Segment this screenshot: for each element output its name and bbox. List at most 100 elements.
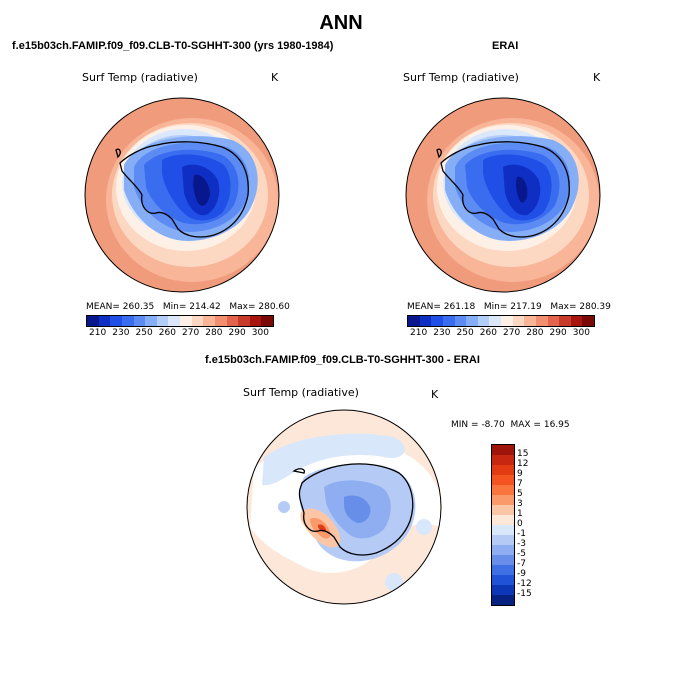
right-units-label: K xyxy=(593,71,601,84)
colorbar-tick-label: 1 xyxy=(517,508,523,519)
colorbar-tick-label: -9 xyxy=(517,568,526,579)
diff-colorbar xyxy=(491,444,515,606)
colorbar-swatch xyxy=(214,316,227,326)
colorbar-tick-label: 210 xyxy=(89,328,107,338)
diff-polar-map xyxy=(246,409,442,605)
colorbar-swatch xyxy=(492,575,514,585)
right-panel-title: ERAI xyxy=(492,40,519,52)
colorbar-tick-label: -15 xyxy=(517,588,532,599)
colorbar-tick-label: -5 xyxy=(517,548,526,559)
colorbar-swatch xyxy=(492,585,514,595)
colorbar-tick-label: 7 xyxy=(517,478,523,489)
left-mean-label: MEAN= xyxy=(86,302,120,312)
colorbar-swatch xyxy=(261,316,273,326)
left-panel-title: f.e15b03ch.FAMIP.f09_f09.CLB-T0-SGHHT-30… xyxy=(12,40,334,52)
right-polar-map xyxy=(405,97,601,293)
colorbar-swatch xyxy=(492,465,514,475)
page-title: ANN xyxy=(319,12,363,34)
colorbar-tick-label: 210 xyxy=(410,328,428,338)
colorbar-swatch xyxy=(489,316,501,326)
right-min-value: 217.19 xyxy=(510,302,542,312)
colorbar-tick-label: 230 xyxy=(433,328,451,338)
colorbar-tick-label: -12 xyxy=(517,578,532,589)
colorbar-swatch xyxy=(249,316,262,326)
colorbar-swatch xyxy=(501,316,513,326)
colorbar-swatch xyxy=(98,316,111,326)
colorbar-tick-label: 270 xyxy=(503,328,521,338)
colorbar-swatch xyxy=(524,316,536,326)
left-max-value: 280.60 xyxy=(258,302,290,312)
colorbar-tick-label: 15 xyxy=(517,448,529,459)
colorbar-tick-label: 260 xyxy=(158,328,176,338)
colorbar-swatch xyxy=(226,316,239,326)
colorbar-tick-label: 270 xyxy=(182,328,200,338)
colorbar-tick-label: -3 xyxy=(517,538,526,549)
colorbar-tick-label: 9 xyxy=(517,468,523,479)
colorbar-tick-label: 250 xyxy=(135,328,153,338)
colorbar-swatch xyxy=(408,316,420,326)
left-units-label: K xyxy=(271,71,279,84)
colorbar-tick-label: -1 xyxy=(517,528,526,539)
left-variable-label: Surf Temp (radiative) xyxy=(82,71,198,84)
colorbar-swatch xyxy=(492,455,514,465)
colorbar-swatch xyxy=(466,316,478,326)
left-polar-map xyxy=(84,97,280,293)
colorbar-swatch xyxy=(512,316,525,326)
diff-stats: MIN = -8.70 MAX = 16.95 xyxy=(451,420,570,430)
colorbar-swatch xyxy=(180,316,192,326)
colorbar-swatch xyxy=(492,535,514,545)
colorbar-tick-label: 5 xyxy=(517,488,523,499)
colorbar-tick-label: 260 xyxy=(479,328,497,338)
left-min-label: Min= xyxy=(162,302,187,312)
colorbar-swatch xyxy=(133,316,146,326)
colorbar-swatch xyxy=(535,316,548,326)
right-max-label: Max= xyxy=(550,302,577,312)
colorbar-swatch xyxy=(145,316,157,326)
colorbar-swatch xyxy=(492,475,514,485)
colorbar-tick-label: 230 xyxy=(112,328,130,338)
right-min-label: Min= xyxy=(483,302,508,312)
colorbar-swatch xyxy=(168,316,180,326)
diff-min-label: MIN = xyxy=(451,420,479,430)
colorbar-tick-label: 300 xyxy=(572,328,590,338)
colorbar-swatch xyxy=(492,505,514,515)
right-max-value: 280.39 xyxy=(579,302,611,312)
colorbar-swatch xyxy=(191,316,204,326)
diff-variable-label: Surf Temp (radiative) xyxy=(243,386,359,399)
colorbar-tick-label: 0 xyxy=(517,518,523,529)
colorbar-swatch xyxy=(492,495,514,505)
colorbar-swatch xyxy=(570,316,583,326)
colorbar-swatch xyxy=(110,316,122,326)
colorbar-swatch xyxy=(442,316,455,326)
colorbar-swatch xyxy=(547,316,560,326)
right-colorbar-ticks: 210 230 250 260 270 280 290 300 xyxy=(407,328,593,340)
colorbar-tick-label: 300 xyxy=(251,328,269,338)
colorbar-swatch xyxy=(492,555,514,565)
right-stats: MEAN= 261.18 Min= 217.19 Max= 280.39 xyxy=(407,302,611,312)
diff-colorbar-labels: 15 12 9 7 5 3 1 0 -1 -3 -5 -7 -9 -12 -15 xyxy=(517,444,557,604)
diff-panel-title: f.e15b03ch.FAMIP.f09_f09.CLB-T0-SGHHT-30… xyxy=(205,354,480,366)
colorbar-swatch xyxy=(87,316,99,326)
left-max-label: Max= xyxy=(229,302,256,312)
right-variable-label: Surf Temp (radiative) xyxy=(403,71,519,84)
colorbar-swatch xyxy=(492,595,514,605)
right-mean-label: MEAN= xyxy=(407,302,441,312)
left-min-value: 214.42 xyxy=(189,302,221,312)
colorbar-swatch xyxy=(492,445,514,455)
colorbar-tick-label: 290 xyxy=(228,328,246,338)
colorbar-swatch xyxy=(203,316,215,326)
colorbar-swatch xyxy=(431,316,443,326)
colorbar-tick-label: 290 xyxy=(549,328,567,338)
left-colorbar-ticks: 210 230 250 260 270 280 290 300 xyxy=(86,328,272,340)
colorbar-swatch xyxy=(492,485,514,495)
colorbar-swatch xyxy=(492,525,514,535)
diff-max-value: 16.95 xyxy=(543,420,570,430)
colorbar-swatch xyxy=(492,545,514,555)
colorbar-swatch xyxy=(492,515,514,525)
colorbar-swatch xyxy=(156,316,169,326)
colorbar-tick-label: 280 xyxy=(205,328,223,338)
diff-units-label: K xyxy=(431,388,439,401)
diff-max-label: MAX = xyxy=(510,420,541,430)
left-mean-value: 260.35 xyxy=(122,302,155,312)
colorbar-swatch xyxy=(238,316,250,326)
